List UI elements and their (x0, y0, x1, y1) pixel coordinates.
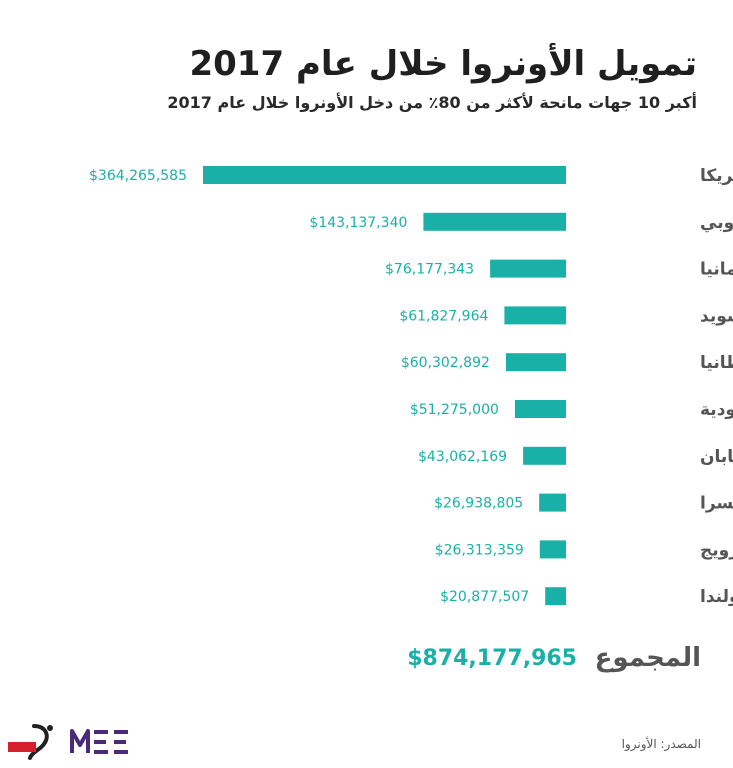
category-label: السعودية (700, 400, 733, 420)
bar (203, 166, 566, 184)
data-label: $43,062,169 (418, 449, 507, 465)
category-label: هولندا (700, 587, 733, 607)
mee-logo (70, 729, 128, 754)
category-label: السويد (700, 306, 733, 326)
chart-title: تمويل الأونروا خلال عام 2017 (189, 44, 697, 84)
bar (545, 587, 566, 606)
bar (514, 400, 566, 418)
category-label: أمريكا (700, 164, 733, 186)
data-label: $51,275,000 (410, 402, 499, 418)
category-label: بريطانيا (700, 353, 733, 373)
category-label: اليابان (700, 447, 733, 467)
data-label: $60,302,892 (401, 355, 490, 371)
data-label: $26,938,805 (434, 496, 523, 512)
data-label: $20,877,507 (440, 589, 529, 605)
bar (539, 540, 566, 559)
data-label: $61,827,964 (399, 308, 488, 324)
category-label: الاتحاد الأوروبي (700, 212, 733, 233)
source-note: المصدر: الأونروا (621, 737, 701, 751)
bar (505, 353, 566, 372)
data-label: $143,137,340 (309, 215, 407, 231)
bar (423, 212, 566, 231)
bar (539, 493, 566, 512)
data-label: $26,313,359 (435, 542, 524, 558)
data-label: $76,177,343 (385, 262, 474, 278)
category-label: ألمانيا (700, 258, 733, 280)
chart-subtitle: أكبر 10 جهات مانحة لأكثر من 80٪ من دخل ا… (167, 93, 697, 112)
bar (504, 306, 566, 325)
arabi-post-logo (8, 724, 53, 760)
data-label: $364,265,585 (89, 168, 187, 184)
total-label: المجموع (594, 643, 701, 673)
bar (523, 446, 566, 465)
bar-chart: $364,265,585 أمريكا $143,137,340 الاتحاد ال… (89, 164, 733, 607)
bar (490, 259, 566, 278)
total-value: $874,177,965 (407, 646, 577, 671)
category-label: سويسرا (700, 494, 733, 514)
category-label: النرويج (700, 540, 733, 560)
